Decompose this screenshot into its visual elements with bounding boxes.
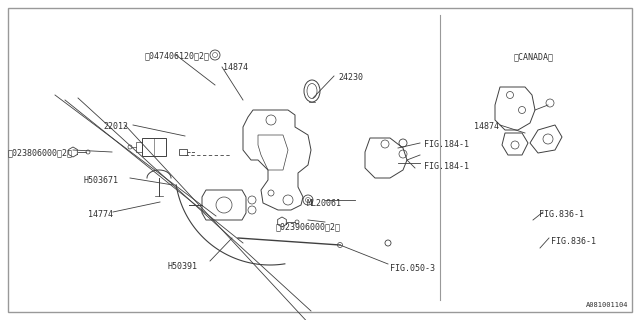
Bar — [136, 142, 142, 152]
Text: 24230: 24230 — [338, 73, 363, 82]
Text: ML20061: ML20061 — [307, 199, 342, 208]
Text: H50391: H50391 — [167, 262, 197, 271]
Text: Ⓞ047406120（2）: Ⓞ047406120（2） — [145, 51, 210, 60]
Text: 22012: 22012 — [103, 122, 128, 131]
Text: A081001104: A081001104 — [586, 302, 628, 308]
Text: FIG.184-1: FIG.184-1 — [424, 162, 469, 171]
Text: ＜CANADA＞: ＜CANADA＞ — [514, 52, 554, 61]
Text: FIG.836-1: FIG.836-1 — [539, 210, 584, 219]
Text: Ⓝ023906000（2）: Ⓝ023906000（2） — [276, 222, 341, 231]
Text: H503671: H503671 — [83, 176, 118, 185]
Bar — [179, 149, 187, 155]
Text: Ⓝ023806000（2）: Ⓝ023806000（2） — [8, 148, 73, 157]
Text: FIG.184-1: FIG.184-1 — [424, 140, 469, 149]
Text: FIG.836-1: FIG.836-1 — [551, 237, 596, 246]
Text: 14774: 14774 — [88, 210, 113, 219]
Text: 14874: 14874 — [223, 63, 248, 72]
Bar — [142, 138, 166, 156]
Text: FIG.050-3: FIG.050-3 — [390, 264, 435, 273]
Text: 14874: 14874 — [474, 122, 499, 131]
